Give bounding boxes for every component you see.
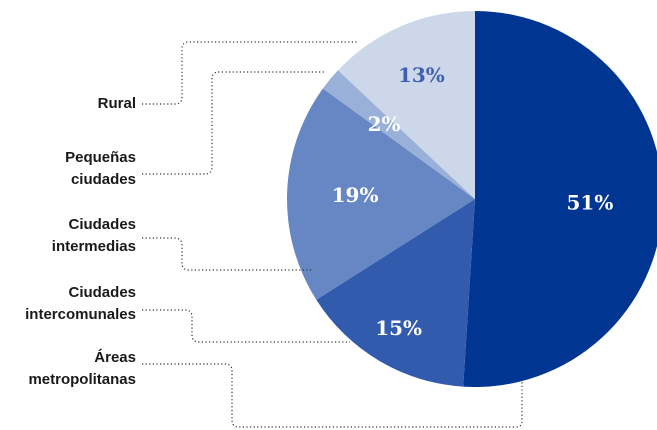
category-labels: Áreas metropolitanas Ciudades intercomunale… — [25, 95, 136, 388]
percent-label-ciudades-intercomunales: 15% — [375, 316, 422, 340]
pie-slice-areas-metropolitanas — [463, 11, 657, 387]
pie-slice-ciudades-intermedias — [287, 88, 475, 300]
leader-line-pequenas-ciudades — [142, 71, 326, 175]
leader-lines — [142, 41, 523, 428]
pie-slices — [287, 11, 657, 387]
category-label-areas-metropolitanas: Áreas metropolitanas — [28, 349, 136, 388]
category-label-ciudades-intermedias: Ciudades intermedias — [52, 216, 136, 255]
leader-line-areas-metropolitanas — [142, 363, 523, 428]
leader-line-ciudades-intermedias — [142, 237, 312, 271]
pie-slice-rural — [337, 11, 475, 199]
percent-label-ciudades-intermedias: 19% — [332, 183, 379, 207]
percent-label-rural: 13% — [398, 63, 445, 87]
leader-line-ciudades-intercomunales — [142, 309, 350, 343]
percent-labels: 51% 15% 19% 2% 13% — [332, 63, 614, 340]
category-label-pequenas-ciudades: Pequeñas ciudades — [65, 149, 136, 188]
percent-label-pequenas-ciudades: 2% — [368, 112, 401, 136]
category-label-ciudades-intercomunales: Ciudades intercomunales — [25, 284, 136, 323]
category-label-rural: Rural — [98, 95, 136, 112]
pie-slice-ciudades-intercomunales — [316, 199, 475, 387]
pie-slice-pequenas-ciudades — [322, 70, 475, 199]
percent-label-areas-metropolitanas: 51% — [567, 191, 614, 215]
